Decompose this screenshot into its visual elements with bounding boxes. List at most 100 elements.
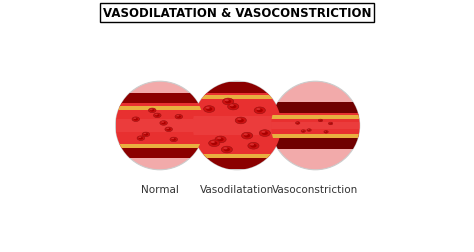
Bar bbox=[271, 135, 360, 138]
Ellipse shape bbox=[329, 123, 332, 125]
Bar bbox=[193, 93, 281, 97]
Ellipse shape bbox=[329, 123, 331, 124]
Text: Vasoconstriction: Vasoconstriction bbox=[272, 184, 358, 194]
Ellipse shape bbox=[301, 130, 305, 133]
Ellipse shape bbox=[250, 144, 256, 148]
Ellipse shape bbox=[302, 131, 303, 132]
Ellipse shape bbox=[160, 121, 167, 126]
Ellipse shape bbox=[262, 132, 268, 135]
Ellipse shape bbox=[225, 100, 231, 104]
Ellipse shape bbox=[307, 129, 311, 132]
Ellipse shape bbox=[224, 148, 230, 152]
Ellipse shape bbox=[154, 114, 161, 118]
Bar bbox=[116, 104, 204, 108]
Bar bbox=[116, 119, 204, 133]
Ellipse shape bbox=[217, 138, 221, 140]
Ellipse shape bbox=[148, 109, 156, 113]
Ellipse shape bbox=[225, 100, 229, 102]
Text: Vasodilatation: Vasodilatation bbox=[200, 184, 274, 194]
Bar bbox=[116, 144, 204, 148]
Text: VASODILATATION & VASOCONSTRICTION: VASODILATATION & VASOCONSTRICTION bbox=[103, 7, 371, 20]
Ellipse shape bbox=[215, 137, 226, 143]
Ellipse shape bbox=[170, 138, 178, 142]
Ellipse shape bbox=[228, 104, 239, 110]
Circle shape bbox=[193, 82, 281, 170]
Ellipse shape bbox=[206, 107, 210, 109]
Bar bbox=[193, 155, 281, 159]
Bar bbox=[271, 122, 360, 130]
Ellipse shape bbox=[319, 120, 321, 121]
Ellipse shape bbox=[296, 122, 300, 125]
Ellipse shape bbox=[242, 133, 253, 139]
Ellipse shape bbox=[244, 134, 248, 136]
Ellipse shape bbox=[302, 131, 304, 132]
Ellipse shape bbox=[257, 109, 263, 113]
Ellipse shape bbox=[235, 118, 246, 124]
Ellipse shape bbox=[211, 141, 215, 143]
Bar bbox=[116, 104, 204, 148]
Ellipse shape bbox=[328, 123, 333, 125]
Ellipse shape bbox=[244, 134, 250, 138]
Ellipse shape bbox=[144, 134, 148, 136]
Bar bbox=[116, 144, 204, 148]
Ellipse shape bbox=[166, 128, 169, 130]
Ellipse shape bbox=[150, 110, 155, 112]
Ellipse shape bbox=[222, 99, 234, 105]
Ellipse shape bbox=[175, 115, 182, 119]
Ellipse shape bbox=[308, 130, 310, 131]
Bar bbox=[271, 113, 360, 117]
Ellipse shape bbox=[155, 115, 159, 117]
Bar bbox=[271, 139, 360, 149]
Ellipse shape bbox=[132, 117, 140, 122]
Ellipse shape bbox=[134, 118, 138, 121]
Ellipse shape bbox=[250, 144, 254, 146]
Bar bbox=[193, 96, 281, 100]
Bar bbox=[116, 93, 204, 104]
Ellipse shape bbox=[177, 116, 181, 118]
Ellipse shape bbox=[248, 143, 259, 149]
Bar bbox=[193, 93, 281, 159]
Ellipse shape bbox=[166, 129, 171, 131]
Ellipse shape bbox=[206, 108, 212, 111]
Bar bbox=[271, 113, 360, 139]
Ellipse shape bbox=[138, 137, 141, 138]
Ellipse shape bbox=[230, 105, 234, 107]
Ellipse shape bbox=[165, 128, 173, 132]
Ellipse shape bbox=[211, 142, 217, 145]
Bar bbox=[116, 106, 204, 110]
Bar bbox=[271, 103, 360, 113]
Ellipse shape bbox=[256, 109, 260, 111]
Ellipse shape bbox=[203, 106, 215, 113]
Bar bbox=[116, 148, 204, 159]
Ellipse shape bbox=[221, 147, 232, 153]
Bar bbox=[193, 83, 281, 93]
Ellipse shape bbox=[155, 114, 158, 116]
Ellipse shape bbox=[319, 120, 323, 122]
Ellipse shape bbox=[224, 148, 228, 150]
Ellipse shape bbox=[144, 133, 146, 135]
Ellipse shape bbox=[319, 120, 322, 122]
Ellipse shape bbox=[162, 122, 166, 125]
Ellipse shape bbox=[237, 119, 241, 121]
Ellipse shape bbox=[172, 139, 176, 141]
Ellipse shape bbox=[324, 131, 328, 134]
Ellipse shape bbox=[161, 122, 164, 123]
Ellipse shape bbox=[137, 136, 145, 141]
Circle shape bbox=[271, 82, 360, 170]
Ellipse shape bbox=[325, 132, 327, 133]
Ellipse shape bbox=[308, 130, 310, 131]
Ellipse shape bbox=[259, 130, 271, 137]
Bar bbox=[193, 159, 281, 169]
Circle shape bbox=[116, 82, 204, 170]
Bar bbox=[193, 116, 281, 136]
Ellipse shape bbox=[230, 105, 236, 109]
Ellipse shape bbox=[134, 118, 136, 119]
Ellipse shape bbox=[297, 123, 299, 124]
Ellipse shape bbox=[218, 138, 224, 142]
Ellipse shape bbox=[172, 138, 174, 140]
Bar bbox=[193, 155, 281, 159]
Bar bbox=[271, 116, 360, 120]
Ellipse shape bbox=[209, 140, 220, 147]
Ellipse shape bbox=[238, 119, 244, 123]
Ellipse shape bbox=[139, 137, 143, 140]
